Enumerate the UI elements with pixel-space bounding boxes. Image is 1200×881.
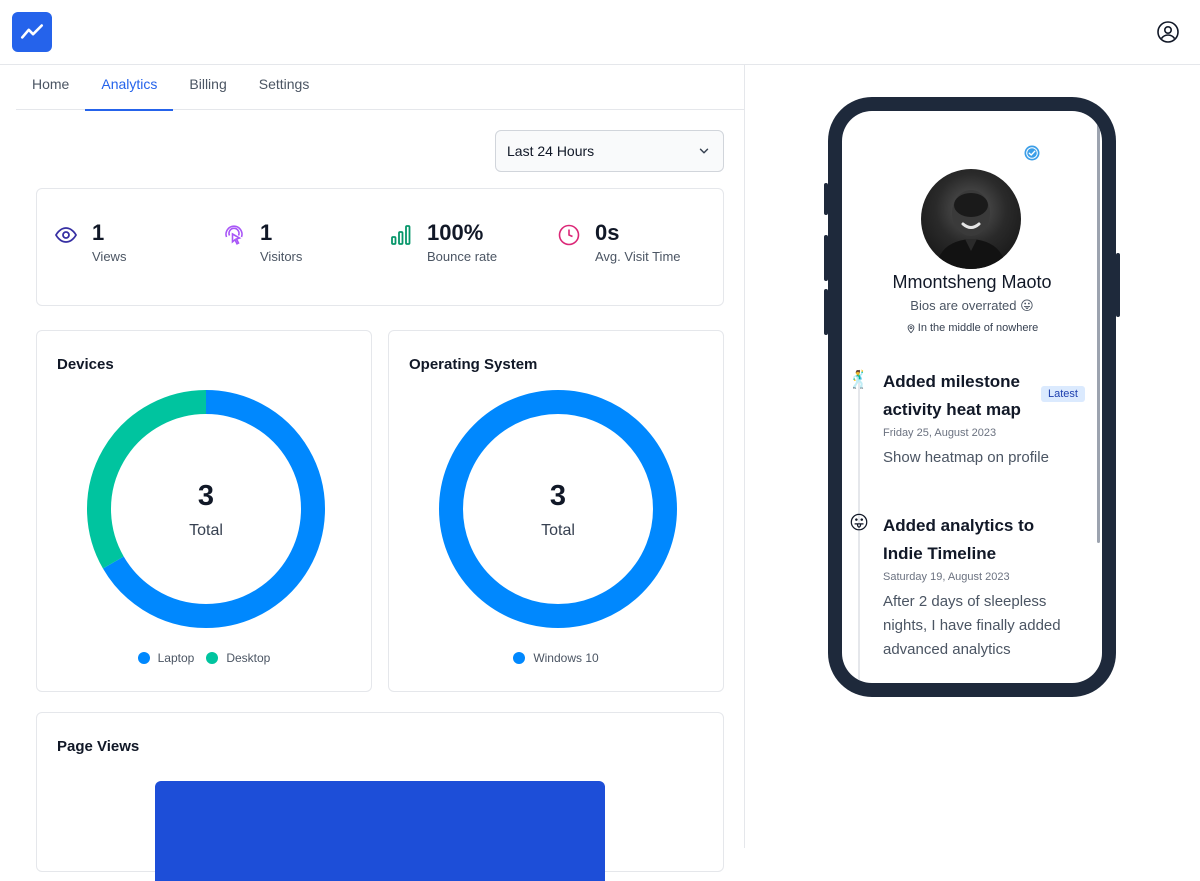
page-views-bar [155, 781, 605, 881]
dancer-emoji-icon: 🕺 [848, 370, 870, 389]
os-total-label: Total [541, 522, 575, 539]
tongue-emoji-icon: 😛 [849, 513, 869, 534]
tab-analytics[interactable]: Analytics [85, 65, 174, 111]
legend-item-desktop[interactable]: Desktop [206, 651, 270, 665]
visitors-value: 1 [260, 220, 273, 245]
tab-home[interactable]: Home [32, 76, 70, 92]
devices-total-label: Total [189, 522, 223, 539]
timeline-line [858, 381, 860, 683]
timeline-item-title[interactable]: Added analytics to Indie Timeline [883, 516, 1035, 563]
profile-preview-panel: Mmontsheng Maoto Bios are overrated 😛 In… [745, 65, 1200, 848]
eye-icon [54, 227, 78, 243]
legend-label-desktop: Desktop [226, 651, 271, 665]
avg-visit-time-value: 0s [595, 220, 620, 245]
latest-badge: Latest [1041, 386, 1085, 402]
legend-swatch [137, 652, 150, 664]
devices-title: Devices [57, 356, 114, 373]
devices-donut-chart: 3 Total [87, 390, 325, 628]
tab-settings[interactable]: Settings [258, 76, 310, 92]
phone-button [1116, 253, 1120, 317]
scrollbar[interactable] [1097, 111, 1100, 543]
app-logo[interactable] [12, 12, 52, 52]
profile-name: Mmontsheng Maoto [892, 272, 1052, 292]
visitors-label: Visitors [260, 249, 303, 264]
profile-bio: Bios are overrated 😛 [910, 298, 1034, 313]
pointer-icon [225, 225, 243, 245]
legend-swatch [513, 652, 526, 664]
stat-views: 1 Views [54, 219, 126, 264]
phone-button [824, 289, 828, 335]
timeline-item-description: After 2 days of sleepless nights, I have… [883, 593, 1061, 658]
stats-card: 1 Views 1 Visitors 100% Bounce rate 0s A… [36, 188, 724, 306]
os-title: Operating System [409, 356, 538, 373]
devices-total-value: 3 [198, 480, 214, 512]
views-value: 1 [92, 220, 105, 245]
timeline-item-description: Show heatmap on profile [883, 449, 1049, 466]
stat-visitors: 1 Visitors [222, 219, 302, 264]
timeline-item-title[interactable]: Added milestone activity heat map [883, 372, 1021, 419]
timeline-item-date: Saturday 19, August 2023 [883, 571, 1010, 583]
avatar-photo [936, 190, 1006, 269]
clock-icon [558, 224, 580, 246]
chevron-down-icon [699, 148, 709, 154]
phone-button [824, 183, 828, 215]
legend-item-laptop[interactable]: Laptop [137, 651, 195, 665]
devices-slice-desktop[interactable] [87, 390, 207, 569]
phone-mockup: Mmontsheng Maoto Bios are overrated 😛 In… [824, 97, 1120, 697]
top-bar [0, 0, 1200, 65]
time-range-value: Last 24 Hours [507, 143, 595, 159]
avg-visit-time-label: Avg. Visit Time [595, 249, 681, 264]
os-total-value: 3 [550, 480, 566, 512]
phone-screen: Mmontsheng Maoto Bios are overrated 😛 In… [842, 111, 1102, 683]
bounce-rate-label: Bounce rate [427, 249, 498, 264]
profile-location-text: In the middle of nowhere [917, 322, 1039, 334]
profile-location: In the middle of nowhere [842, 322, 1102, 334]
verified-badge-icon [1024, 145, 1040, 161]
os-legend: Windows 10 [389, 651, 723, 665]
tab-billing[interactable]: Billing [189, 76, 227, 92]
bounce-rate-value: 100% [427, 220, 484, 245]
trend-line-icon [20, 24, 44, 39]
devices-legend: Laptop Desktop [37, 651, 371, 665]
map-pin-icon [907, 323, 915, 333]
os-card: Operating System 3 Total Windows 10 [388, 330, 724, 692]
user-circle-icon[interactable] [1156, 20, 1180, 44]
page-views-card: Page Views [36, 712, 724, 881]
analytics-panel: Home Analytics Billing Settings Last 24 … [0, 65, 745, 881]
legend-label-windows-10: Windows 10 [533, 651, 599, 665]
os-donut-chart: 3 Total [439, 390, 677, 628]
devices-card: Devices 3 Total Laptop Desktop [36, 330, 372, 692]
legend-item-windows-10[interactable]: Windows 10 [513, 651, 599, 665]
bar-chart-icon [391, 225, 411, 245]
avatar [921, 169, 1021, 269]
os-slice-windows-10[interactable] [439, 390, 677, 628]
nav-tabs: Home Analytics Billing Settings [16, 65, 744, 111]
legend-label-laptop: Laptop [157, 651, 195, 665]
legend-swatch [206, 652, 219, 664]
stat-bounce-rate: 100% Bounce rate [389, 219, 497, 264]
time-range-select[interactable]: Last 24 Hours [495, 130, 724, 172]
timeline-item-date: Friday 25, August 2023 [883, 427, 997, 439]
page-views-title: Page Views [57, 738, 140, 755]
phone-button [824, 235, 828, 281]
devices-slice-laptop[interactable] [102, 390, 325, 628]
stat-avg-visit-time: 0s Avg. Visit Time [557, 219, 681, 264]
views-label: Views [92, 249, 127, 264]
